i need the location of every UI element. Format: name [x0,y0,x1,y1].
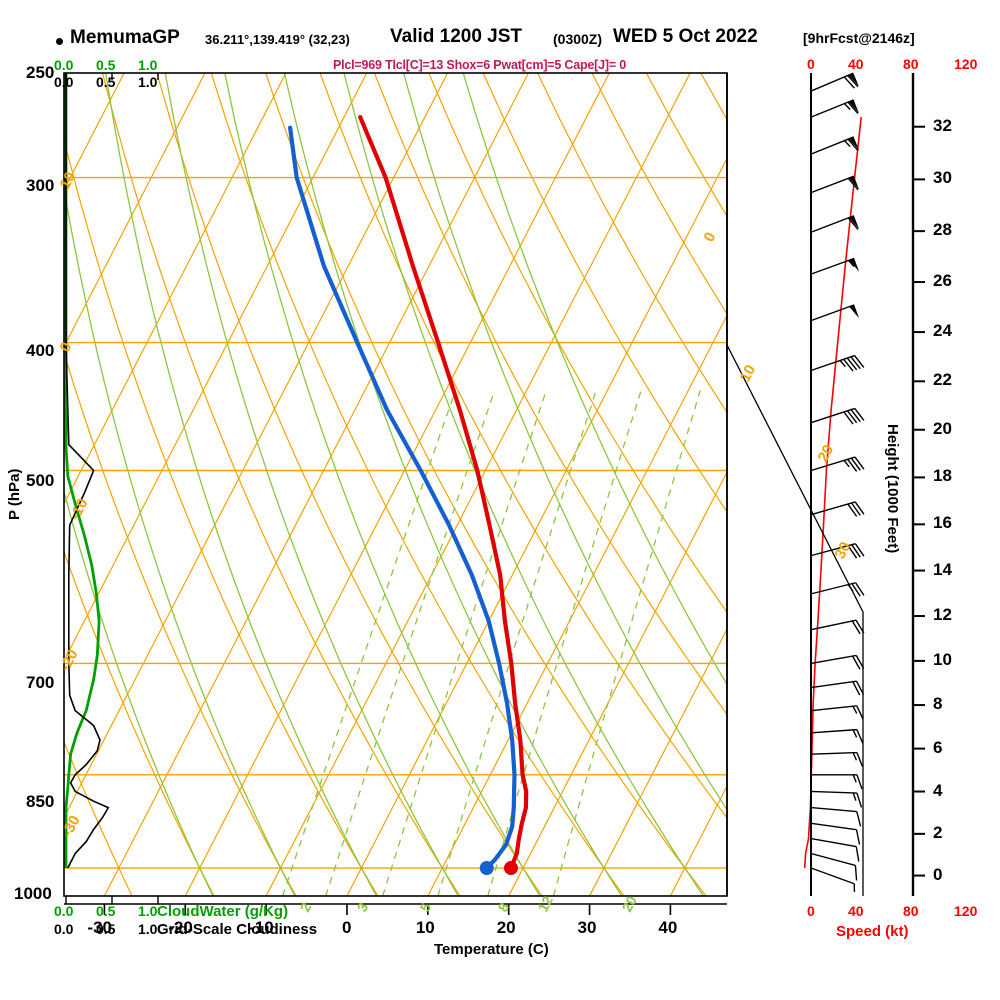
station-name: MemumaGP [70,27,180,48]
pressure-tick-400: 400 [26,341,55,360]
pressure-tick-1000: 1000 [14,884,52,903]
cloudwater-tick-top-1.0: 1.0 [138,57,158,73]
cloudwater-tick-bottom-0.5: 0.5 [96,903,116,919]
cloudwater-tick-bottom-1.0: 1.0 [138,903,158,919]
pressure-tick-700: 700 [26,673,55,692]
temperature-tick-30: 30 [577,918,597,937]
speed-tick-top-40: 40 [848,56,864,72]
sounding-statistics: Plcl=969 Tlcl[C]=13 Shox=6 Pwat[cm]=5 Ca… [333,58,626,72]
speed-tick-bottom-120: 120 [954,903,978,919]
height-tick-4: 4 [933,780,943,800]
height-tick-24: 24 [933,321,952,341]
speed-tick-bottom-80: 80 [903,903,919,919]
cloudwater-tick-top-0.5: 0.5 [96,57,116,73]
grid-lines [63,73,727,896]
height-tick-14: 14 [933,559,952,579]
chart-header: MemumaGP 36.211°,139.419° (32,23) Valid … [0,26,1000,52]
temperature-tick--10: -10 [249,918,274,937]
temperature-tick-10: 10 [415,918,435,937]
speed-tick-bottom-40: 40 [848,903,864,919]
cloudiness-tick-top-1.0: 1.0 [138,74,158,90]
temperature-tick-20: 20 [496,918,516,937]
height-tick-26: 26 [933,271,952,291]
cloudiness-axis-title: Grid-Scale Cloudiness [157,921,318,938]
speed-tick-bottom-0: 0 [807,903,815,919]
svg-text:-20: -20 [57,647,82,674]
svg-text:0: 0 [701,230,720,245]
svg-text:20: 20 [815,442,838,465]
station-marker-icon [56,38,63,45]
svg-text:2: 2 [297,900,315,915]
pressure-tick-300: 300 [26,176,55,195]
height-tick-32: 32 [933,115,952,135]
wind-barbs [726,72,865,896]
height-tick-10: 10 [933,649,952,669]
speed-tick-top-80: 80 [903,56,919,72]
station-coordinates: 36.211°,139.419° (32,23) [205,32,350,47]
speed-axis-title: Speed (kt) [836,923,909,940]
height-tick-8: 8 [933,694,943,714]
height-tick-30: 30 [933,168,952,188]
svg-text:5: 5 [417,900,435,915]
svg-text:-10: -10 [67,496,92,523]
svg-text:10: 10 [737,362,760,385]
cloudiness-tick-top-0.0: 0.0 [54,74,74,90]
height-tick-12: 12 [933,605,952,625]
cloudwater-tick-bottom-0.0: 0.0 [54,903,74,919]
height-tick-28: 28 [933,220,952,240]
valid-time-zulu: (0300Z) [553,31,603,47]
profile-curves [64,73,862,876]
temperature-tick--30: -30 [87,918,112,937]
plot-frame [63,72,925,915]
svg-text:3: 3 [354,900,372,915]
temperature-axis-title: Temperature (C) [434,941,549,958]
temperature-tick-0: 0 [341,918,352,937]
height-tick-6: 6 [933,737,943,757]
pressure-tick-500: 500 [26,471,55,490]
cloudwater-axis-title: CloudWater (g/Kg) [157,903,289,920]
temperature-tick--20: -20 [168,918,193,937]
height-tick-0: 0 [933,864,943,884]
height-tick-20: 20 [933,418,952,438]
height-tick-22: 22 [933,370,952,390]
cloudiness-tick-bottom-1.0: 1.0 [138,921,158,937]
height-tick-18: 18 [933,466,952,486]
svg-text:30: 30 [832,539,855,562]
valid-time: Valid 1200 JST [390,26,523,47]
height-tick-2: 2 [933,822,943,842]
height-tick-16: 16 [933,513,952,533]
pressure-tick-850: 850 [26,792,55,811]
cloudiness-tick-bottom-0.0: 0.0 [54,921,74,937]
speed-tick-top-0: 0 [807,56,815,72]
temperature-tick-40: 40 [658,918,678,937]
pressure-axis-title: P (hPa) [6,468,23,520]
cloudiness-tick-bottom-0.5: 0.5 [96,921,116,937]
svg-text:20: 20 [619,893,641,914]
svg-text:-30: -30 [59,813,84,840]
svg-text:8: 8 [495,900,513,915]
forecast-stamp: [9hrFcst@2146z] [803,30,915,46]
svg-text:12: 12 [535,893,557,914]
speed-tick-top-120: 120 [954,56,978,72]
svg-text:10: 10 [57,169,80,192]
cloudwater-tick-top-0.0: 0.0 [54,57,74,73]
valid-date: WED 5 Oct 2022 [613,26,758,47]
height-axis-title: Height (1000 Feet) [884,424,901,554]
cloudiness-tick-top-0.5: 0.5 [96,74,116,90]
pressure-tick-250: 250 [26,63,55,82]
